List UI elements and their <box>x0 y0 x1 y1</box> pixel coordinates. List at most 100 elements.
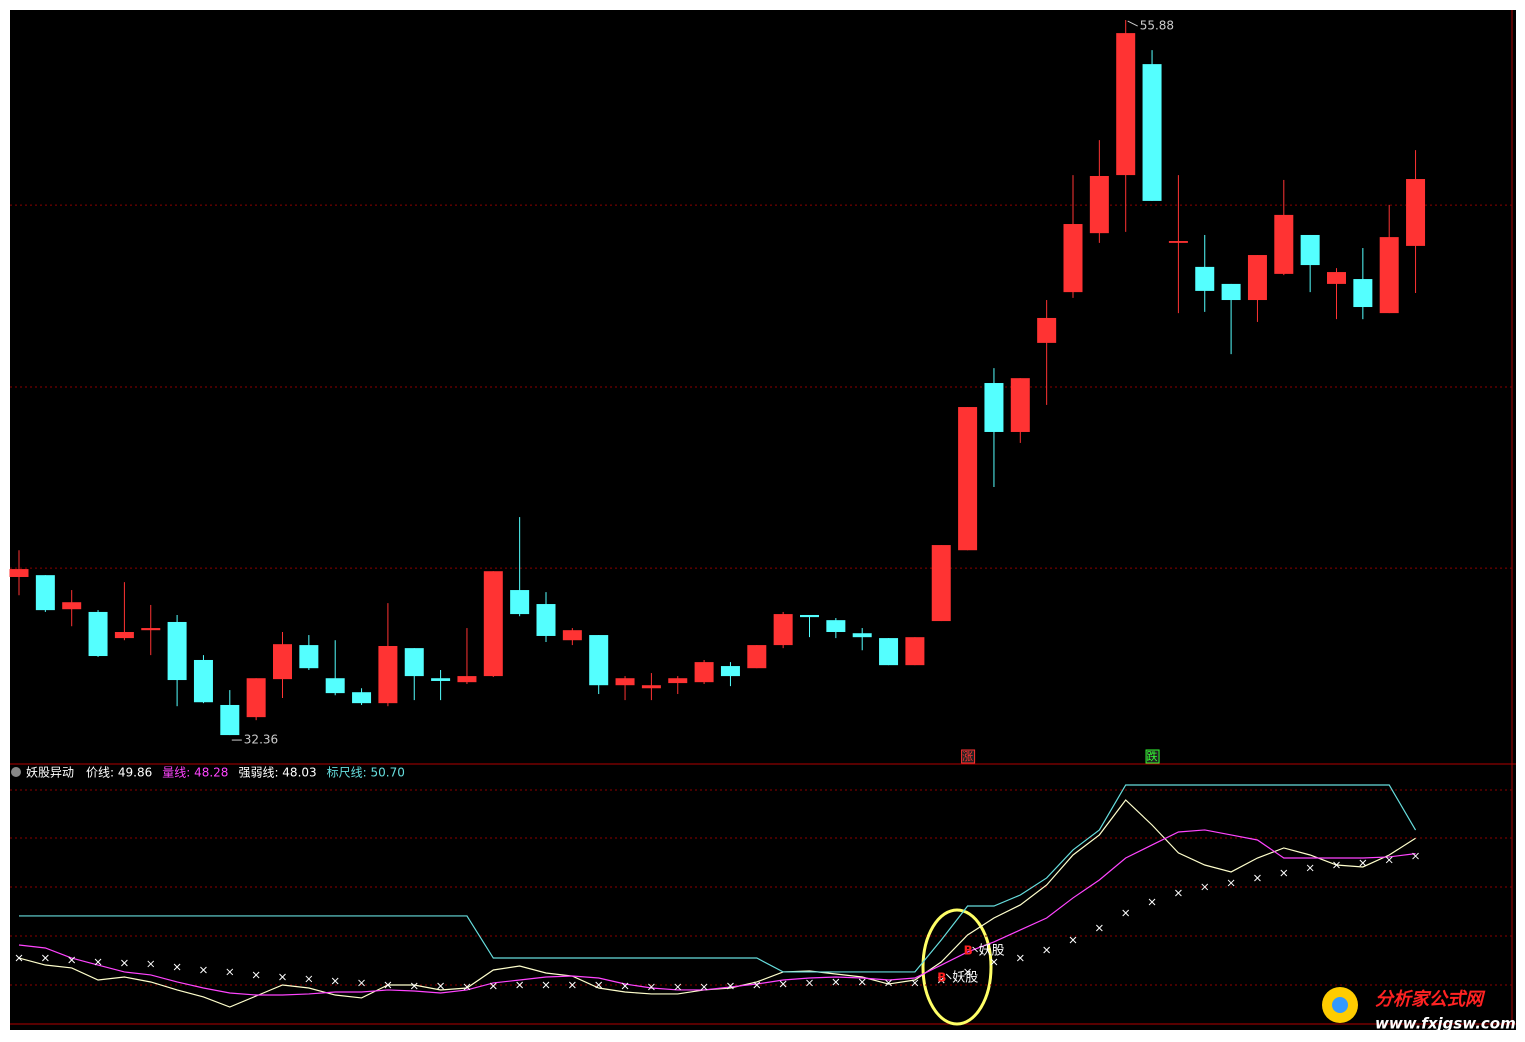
cross-marker <box>1280 869 1288 877</box>
candle-body <box>1037 317 1057 343</box>
candle-body <box>589 635 609 686</box>
candle-body <box>1274 214 1294 274</box>
cross-marker <box>384 981 392 989</box>
cross-marker <box>358 979 365 987</box>
signal-label: 涨 <box>962 750 973 763</box>
cross-marker <box>1201 883 1209 891</box>
candle-body <box>325 678 345 694</box>
candle-body <box>193 659 213 703</box>
candle-body <box>1327 272 1346 284</box>
cross-marker <box>200 966 207 974</box>
candle-body <box>905 637 925 666</box>
candle-body <box>404 648 424 677</box>
candle-body <box>1116 33 1136 176</box>
candle-body <box>35 575 55 611</box>
candle-body <box>1247 255 1267 301</box>
cross-marker <box>489 982 497 990</box>
legend-entry: 强弱线: 48.03 <box>238 766 316 780</box>
signal-letter: B <box>964 943 973 957</box>
cross-marker <box>990 958 998 966</box>
cross-marker <box>41 954 49 962</box>
candle-body <box>220 704 240 736</box>
candle-body <box>1195 266 1215 291</box>
cross-marker <box>911 979 919 987</box>
legend-entry: 标尺线: 50.70 <box>327 766 405 780</box>
candle-body <box>1089 175 1109 234</box>
cross-marker <box>753 981 761 989</box>
cross-marker <box>595 981 603 989</box>
cross-marker <box>674 983 682 991</box>
cross-marker <box>1175 889 1182 897</box>
cross-marker <box>1095 924 1103 932</box>
candle-body <box>9 569 29 577</box>
legend-entry: 量线: 48.28 <box>162 766 228 780</box>
cross-marker <box>279 973 286 981</box>
cross-marker <box>94 958 102 966</box>
signal-arrow <box>945 973 952 980</box>
cross-marker <box>1333 861 1340 869</box>
candle-body <box>879 638 899 666</box>
cross-marker <box>463 983 471 991</box>
cross-marker <box>858 978 866 986</box>
cross-marker <box>1016 954 1024 962</box>
signal-text: 妖股 <box>979 943 1005 958</box>
candle-body <box>1010 378 1030 432</box>
cross-marker <box>1254 874 1261 882</box>
cross-marker <box>226 968 234 976</box>
watermark: 分析家公式网 www.fxjgsw.com <box>1322 987 1516 1033</box>
candle-body <box>562 630 582 641</box>
candle-body <box>352 692 372 704</box>
candle-body <box>246 678 266 718</box>
cross-marker <box>806 979 813 987</box>
candle-body <box>167 621 187 681</box>
signal-label: 跌 <box>1147 749 1158 763</box>
candle-body <box>773 614 793 646</box>
highlight-ellipse <box>921 908 993 1026</box>
candle-body <box>483 571 503 677</box>
indicator-title: 妖股异动 <box>26 766 74 780</box>
cross-marker <box>779 980 787 988</box>
candle-body <box>273 644 292 680</box>
cross-marker <box>1306 864 1314 872</box>
signal-box <box>1145 749 1160 764</box>
cross-marker <box>1122 909 1130 917</box>
candle-body <box>931 545 951 622</box>
cross-marker <box>331 977 339 985</box>
candle-body <box>510 590 530 615</box>
cross-marker <box>1069 936 1077 944</box>
candle-body <box>141 628 161 631</box>
cross-marker <box>964 968 971 976</box>
candle-body <box>984 383 1004 432</box>
cross-marker <box>516 981 524 989</box>
cross-marker <box>648 983 655 991</box>
candle-body <box>1063 224 1083 293</box>
cross-marker <box>1385 856 1393 864</box>
signal-text: 妖股 <box>952 971 978 986</box>
candle-body <box>457 676 477 683</box>
cross-marker <box>1227 879 1235 887</box>
candle-body <box>694 662 714 683</box>
candle-body <box>852 633 872 638</box>
indicator-line <box>18 829 1416 996</box>
cross-marker <box>1412 852 1419 860</box>
candle-body <box>615 678 635 686</box>
chart-background <box>10 10 1516 1030</box>
candle-body <box>299 645 319 669</box>
indicator-line <box>19 784 1417 973</box>
cross-marker <box>1148 898 1156 906</box>
logo-icon-center <box>1332 997 1348 1013</box>
cross-marker <box>147 960 155 968</box>
cross-marker <box>68 956 76 964</box>
signal-arrow <box>972 946 978 953</box>
cross-marker <box>1359 859 1367 867</box>
cross-marker <box>885 979 892 987</box>
collapse-icon[interactable] <box>11 767 21 777</box>
annotation-arrow <box>1127 20 1138 27</box>
signal-letter: B <box>937 971 946 985</box>
cross-marker <box>542 981 550 989</box>
candle-body <box>536 604 556 636</box>
candle-body <box>1353 279 1373 308</box>
cross-marker <box>568 981 576 989</box>
candle-body <box>641 685 661 689</box>
cross-marker <box>437 982 444 990</box>
